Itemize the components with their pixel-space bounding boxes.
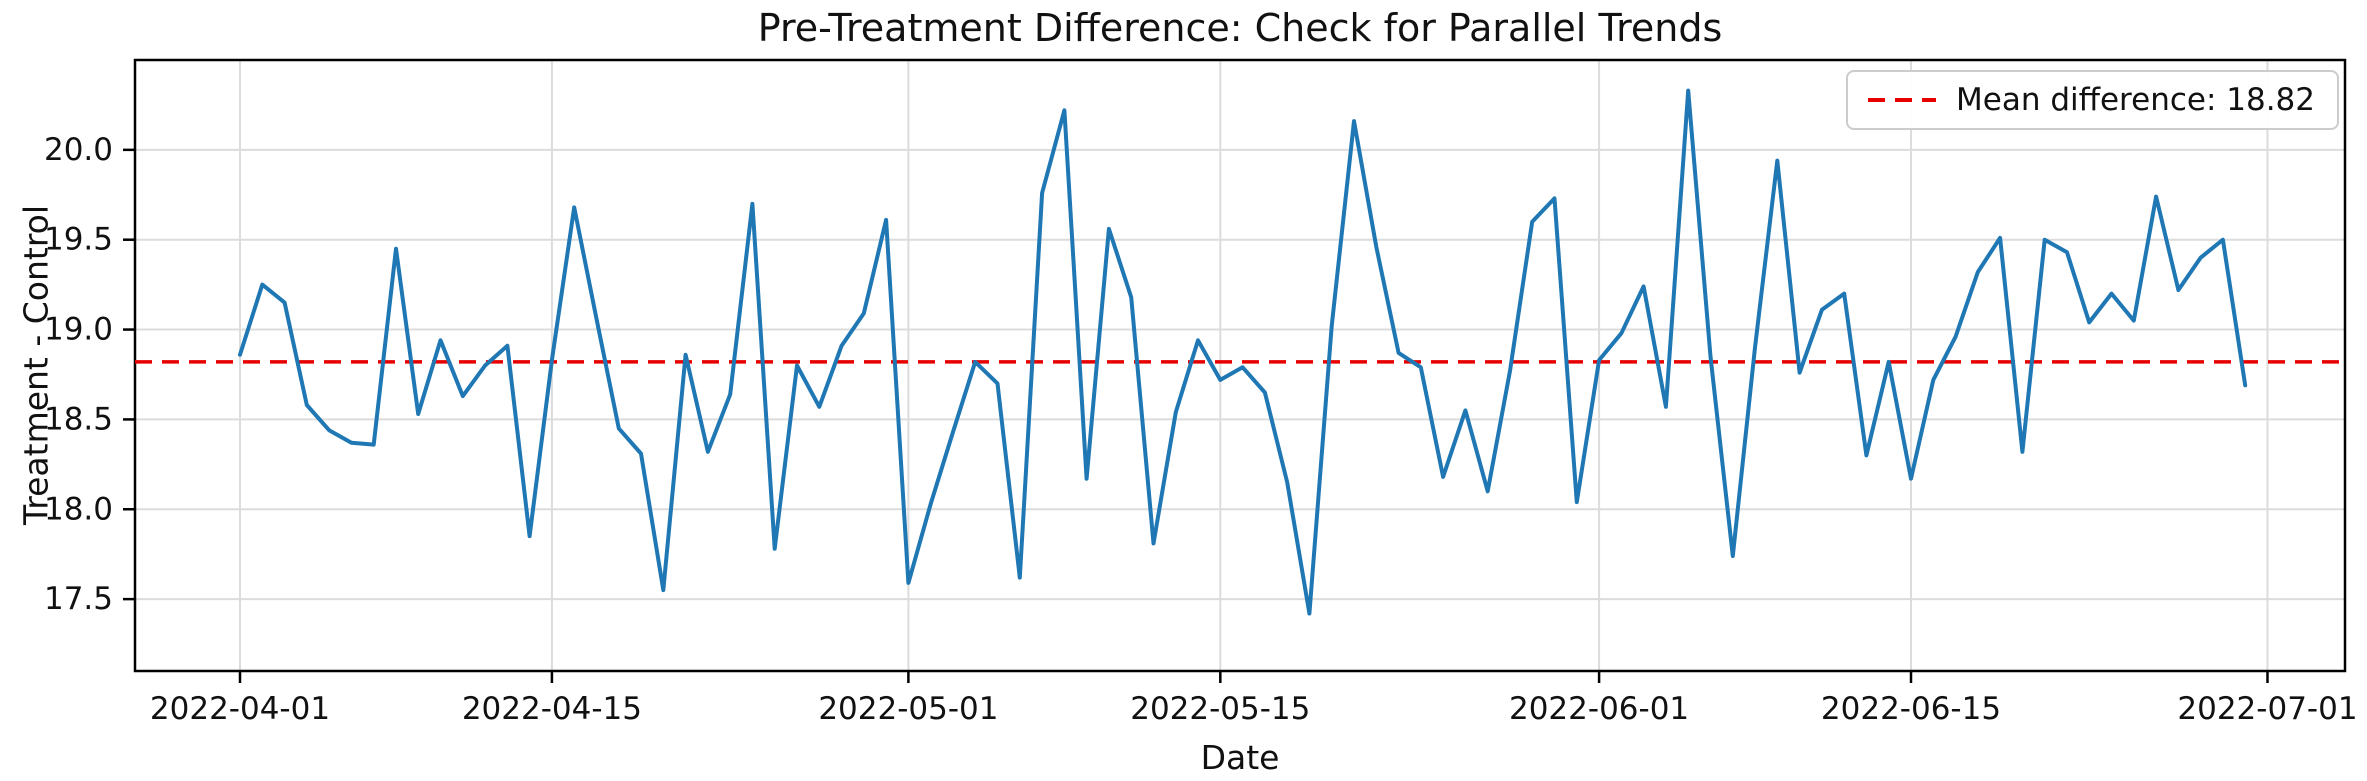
y-tick-label: 17.5 — [44, 581, 113, 617]
axes-frame — [133, 58, 2347, 673]
x-tick-label: 2022-07-01 — [2177, 691, 2357, 727]
y-tick-label: 19.5 — [44, 222, 113, 258]
x-tick-label: 2022-06-01 — [1509, 691, 1689, 727]
legend-mean-line-sample — [1868, 98, 1937, 102]
y-tick-label: 19.0 — [44, 312, 113, 348]
y-tick-label: 20.0 — [44, 132, 113, 168]
legend-label: Mean difference: 18.82 — [1956, 82, 2315, 118]
chart-title: Pre-Treatment Difference: Check for Para… — [757, 6, 1723, 50]
x-tick-label: 2022-05-15 — [1130, 691, 1310, 727]
x-tick-label: 2022-04-15 — [462, 691, 642, 727]
x-tick-label: 2022-04-01 — [150, 691, 330, 727]
x-tick-label: 2022-05-01 — [818, 691, 998, 727]
y-tick-label: 18.5 — [44, 401, 113, 437]
legend: Mean difference: 18.82 — [1846, 70, 2339, 130]
x-axis-label: Date — [1200, 738, 1280, 777]
x-tick-label: 2022-06-15 — [1821, 691, 2001, 727]
difference-series-line — [238, 88, 2248, 616]
y-axis-label: Treatment - Control — [16, 204, 56, 526]
y-tick-label: 18.0 — [44, 491, 113, 527]
